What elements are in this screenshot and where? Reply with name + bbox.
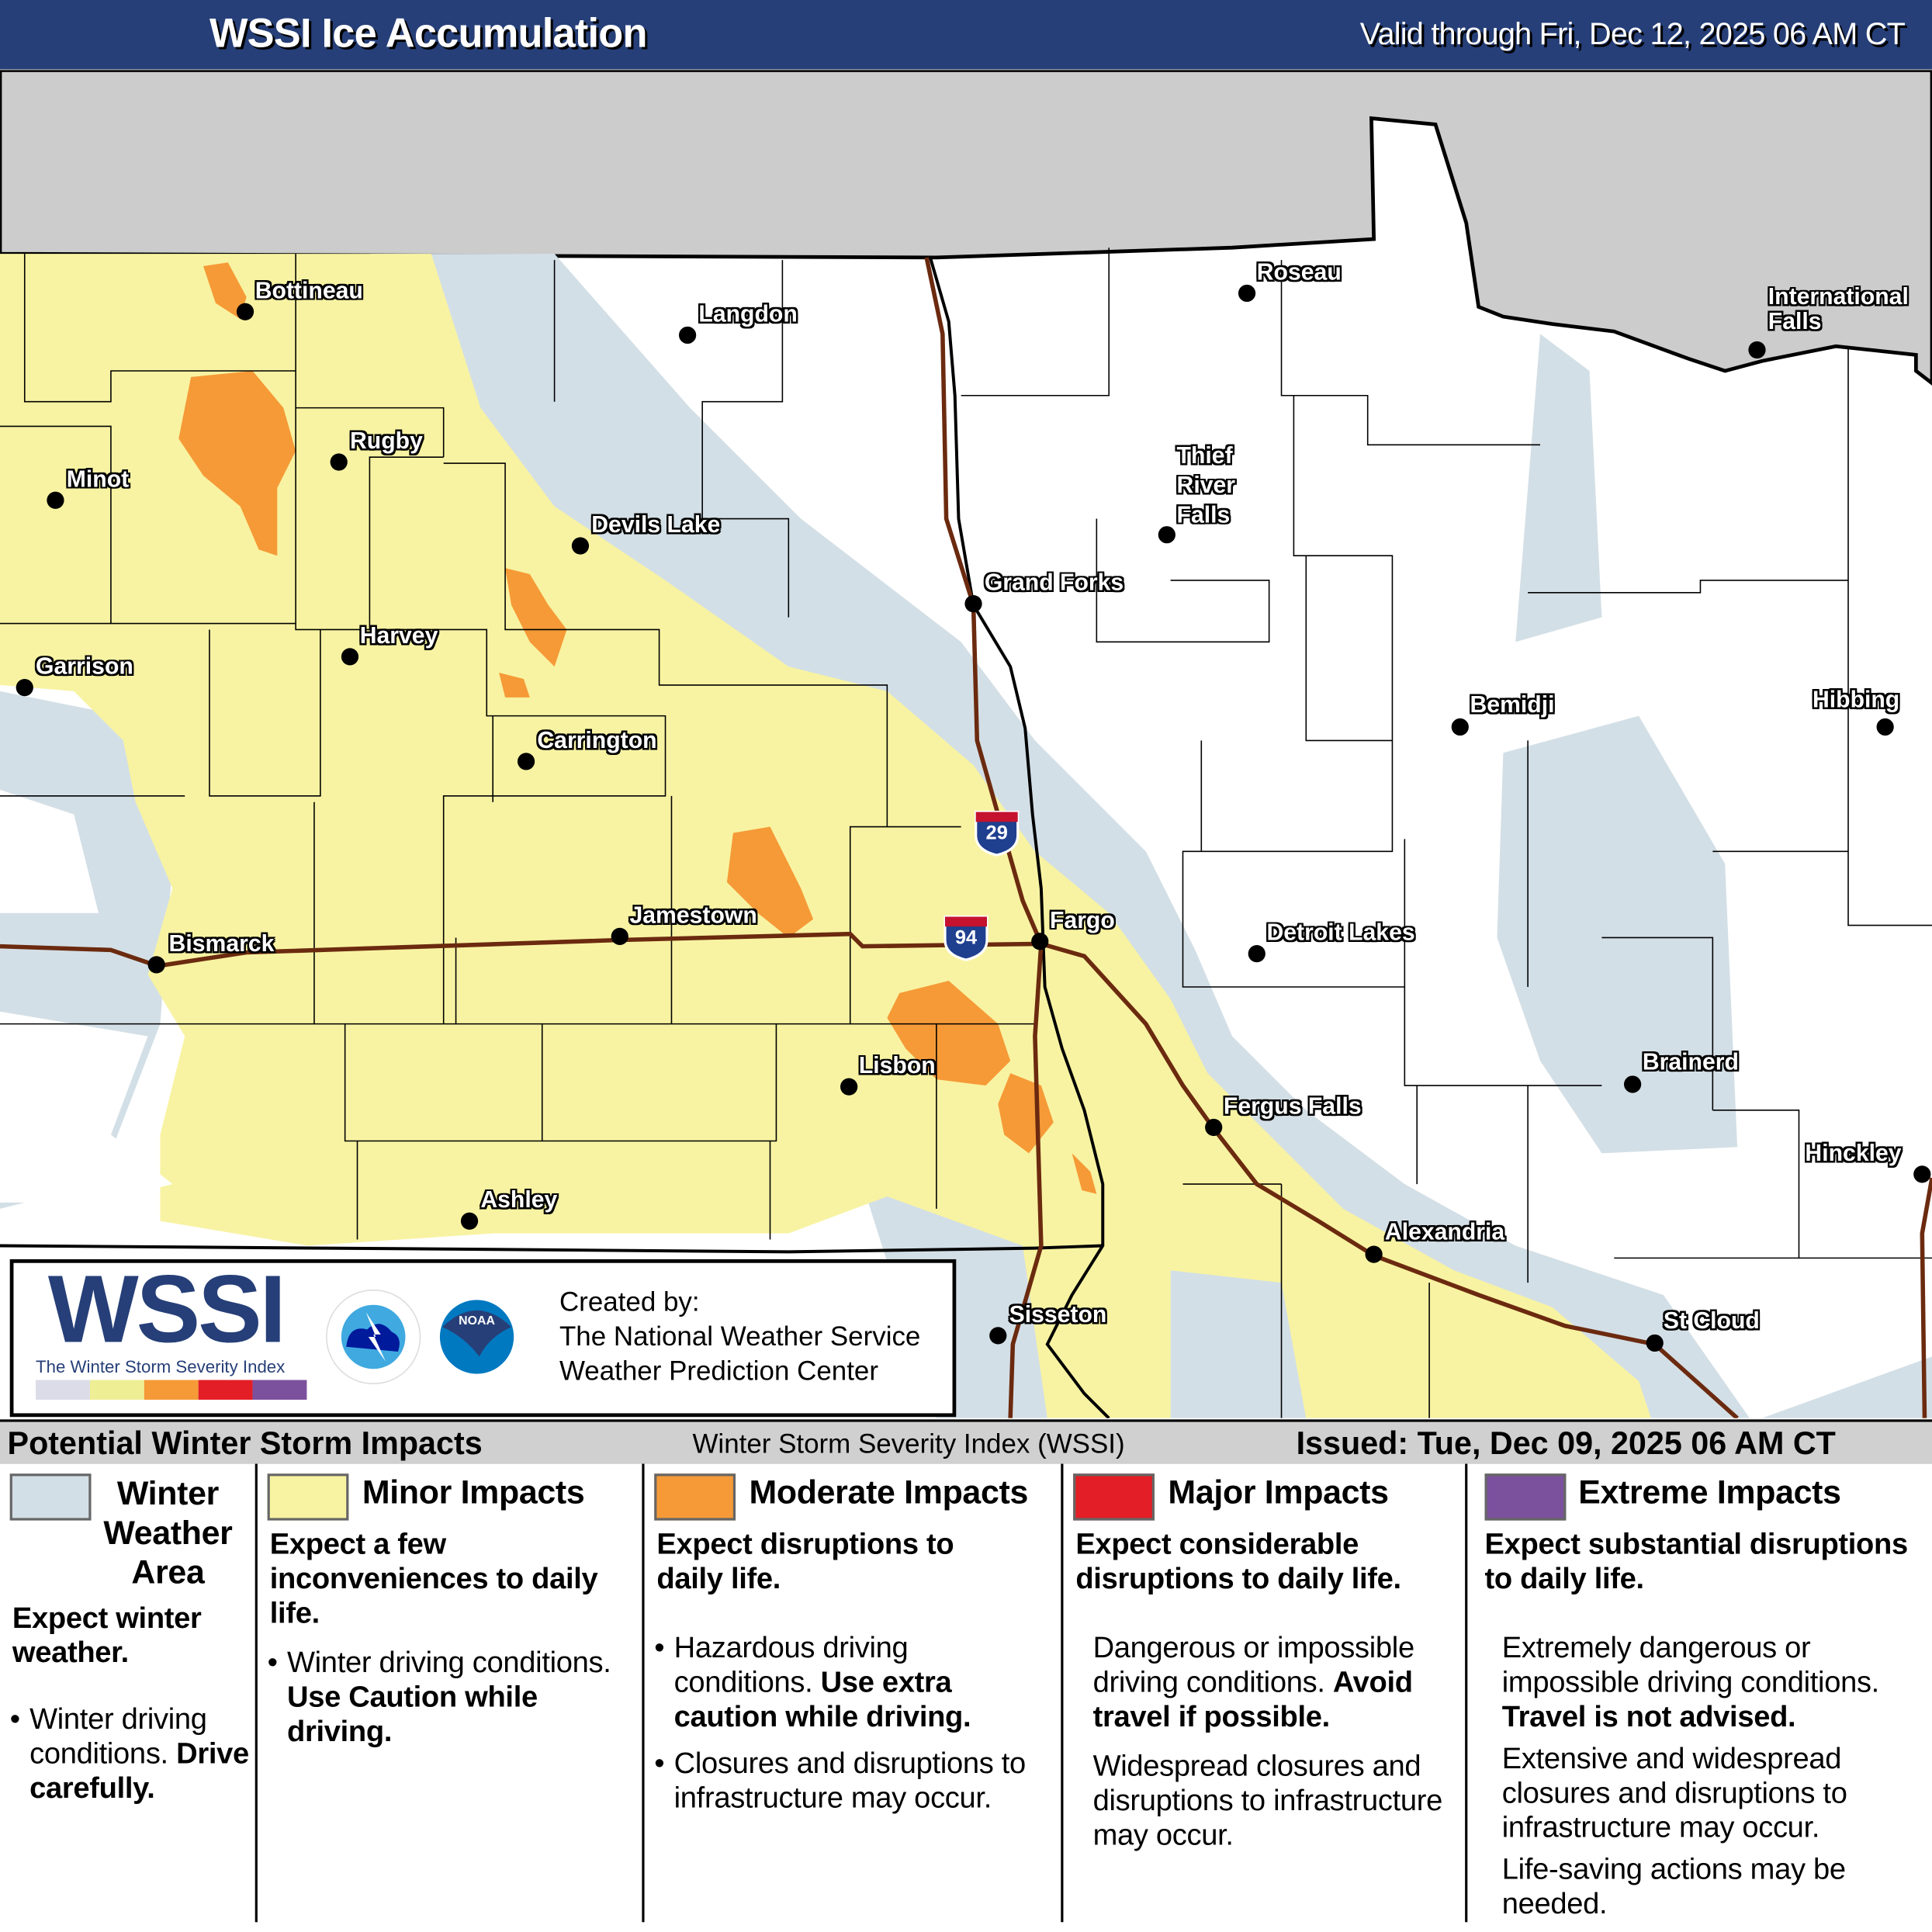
city-dot: [571, 537, 590, 555]
city-label: Jamestown: [629, 903, 757, 930]
legend-moderate: Moderate Impacts Expect disruptions to d…: [645, 1464, 1059, 1923]
city-dot: [840, 1078, 858, 1096]
city-dot: [964, 595, 982, 613]
city-label: Carrington: [537, 728, 657, 754]
city-dot: [330, 453, 348, 471]
extreme-swatch: [1484, 1473, 1567, 1521]
legend-index-name: Winter Storm Severity Index (WSSI): [692, 1428, 1125, 1459]
city-label: Roseau: [1256, 260, 1342, 286]
legend-winter-weather: Winter Weather Area Expect winter weathe…: [0, 1464, 255, 1923]
city-dot: [1248, 945, 1265, 963]
interstate-94-route: [0, 931, 1739, 1418]
city-dot: [611, 927, 628, 946]
city-label: Rugby: [349, 428, 423, 455]
interstate-29-route: [924, 257, 1044, 1418]
legend-divider: [254, 1463, 258, 1923]
legend-header: Potential Winter Storm Impacts Winter St…: [0, 1419, 1932, 1466]
legend-divider: [642, 1463, 645, 1923]
city-dot: [47, 491, 64, 509]
canada-region: [0, 70, 1932, 386]
city-dot: [1238, 284, 1256, 303]
map-title: WSSI Ice Accumulation: [209, 9, 648, 56]
interstates: [0, 257, 1932, 1418]
city-dot: [1451, 718, 1469, 736]
city-label: St Cloud: [1663, 1308, 1760, 1335]
city-label: Lisbon: [858, 1053, 936, 1080]
minor-impact-area: [0, 254, 1651, 1418]
legend-divider: [1061, 1463, 1064, 1923]
city-dot: [236, 303, 254, 320]
city-label: Minot: [66, 466, 130, 493]
legend-minor: Minor Impacts Expect a few inconvenience…: [258, 1464, 639, 1923]
city-dot: [1748, 341, 1766, 359]
city-label: Fargo: [1049, 908, 1115, 934]
winter-weather-swatch: [9, 1473, 92, 1521]
city-dot: [460, 1212, 479, 1230]
city-label: Fergus Falls: [1223, 1094, 1362, 1120]
city-label: Bottineau: [254, 278, 363, 305]
interstate-29-shield: 29: [972, 808, 1022, 858]
city-dot: [1205, 1118, 1223, 1137]
nd-sd-border: [0, 1244, 1103, 1254]
legend-title: Potential Winter Storm Impacts: [7, 1424, 483, 1462]
city-label: International Falls: [1768, 284, 1909, 335]
interstate-94-shield: 94: [941, 913, 991, 963]
major-swatch: [1073, 1473, 1155, 1521]
city-dot: [1623, 1075, 1642, 1093]
us-route: [1920, 1177, 1932, 1418]
wssi-color-bar: [36, 1380, 307, 1400]
city-label: Detroit Lakes: [1266, 920, 1415, 947]
county-lines: [0, 248, 1932, 1418]
minor-pockets-removed: [0, 789, 173, 1203]
city-dot: [16, 678, 33, 697]
city-label: Grand Forks: [984, 570, 1124, 597]
city-label: Thief River Falls: [1176, 443, 1236, 529]
credits-text: Created by: The National Weather Service…: [559, 1286, 921, 1387]
city-dot: [1646, 1334, 1664, 1352]
city-dot: [1365, 1245, 1383, 1263]
valid-time: Valid through Fri, Dec 12, 2025 06 AM CT: [1359, 17, 1906, 52]
city-label: Garrison: [36, 654, 133, 680]
minor-swatch: [267, 1473, 349, 1521]
city-dot: [1876, 718, 1894, 736]
city-dot: [341, 648, 359, 666]
noaa-logo-icon: NOAA: [430, 1290, 524, 1384]
city-label: Hibbing: [1812, 687, 1900, 714]
legend-extreme: Extreme Impacts Expect substantial disru…: [1484, 1473, 1908, 1921]
wssi-logo: WSSI: [47, 1254, 286, 1363]
moderate-swatch: [654, 1473, 736, 1521]
legend-divider: [1465, 1463, 1468, 1923]
city-dot: [1158, 526, 1175, 544]
header-bar: WSSI Ice Accumulation Valid through Fri,…: [0, 0, 1932, 72]
svg-text:NOAA: NOAA: [459, 1314, 495, 1328]
city-dot: [1913, 1165, 1931, 1183]
city-dot: [1031, 933, 1049, 950]
legend-major: Major Impacts Expect considerable disrup…: [1063, 1464, 1463, 1923]
issued-time: Issued: Tue, Dec 09, 2025 06 AM CT: [1296, 1424, 1836, 1462]
wssi-subtitle: The Winter Storm Severity Index: [36, 1356, 286, 1376]
map: [0, 70, 1932, 1418]
impact-legend: Winter Weather Area Expect winter weathe…: [0, 1463, 1932, 1932]
nws-logo-icon: [326, 1289, 421, 1385]
city-label: Brainerd: [1642, 1049, 1739, 1076]
city-label: Alexandria: [1384, 1220, 1505, 1246]
credits-box: WSSI The Winter Storm Severity Index NOA…: [9, 1254, 957, 1418]
city-dot: [517, 753, 535, 770]
city-label: Bismarck: [168, 931, 275, 957]
city-label: Sisseton: [1009, 1302, 1107, 1328]
city-dot: [678, 326, 697, 345]
city-label: Harvey: [359, 623, 438, 649]
city-label: Devils Lake: [591, 512, 721, 538]
city-dot: [147, 956, 165, 974]
city-label: Ashley: [480, 1187, 558, 1214]
city-label: Langdon: [698, 302, 798, 328]
city-dot: [989, 1327, 1007, 1345]
city-label: Bemidji: [1470, 692, 1555, 718]
city-label: Hinckley: [1805, 1141, 1902, 1167]
moderate-impact-areas: [178, 262, 1097, 1194]
